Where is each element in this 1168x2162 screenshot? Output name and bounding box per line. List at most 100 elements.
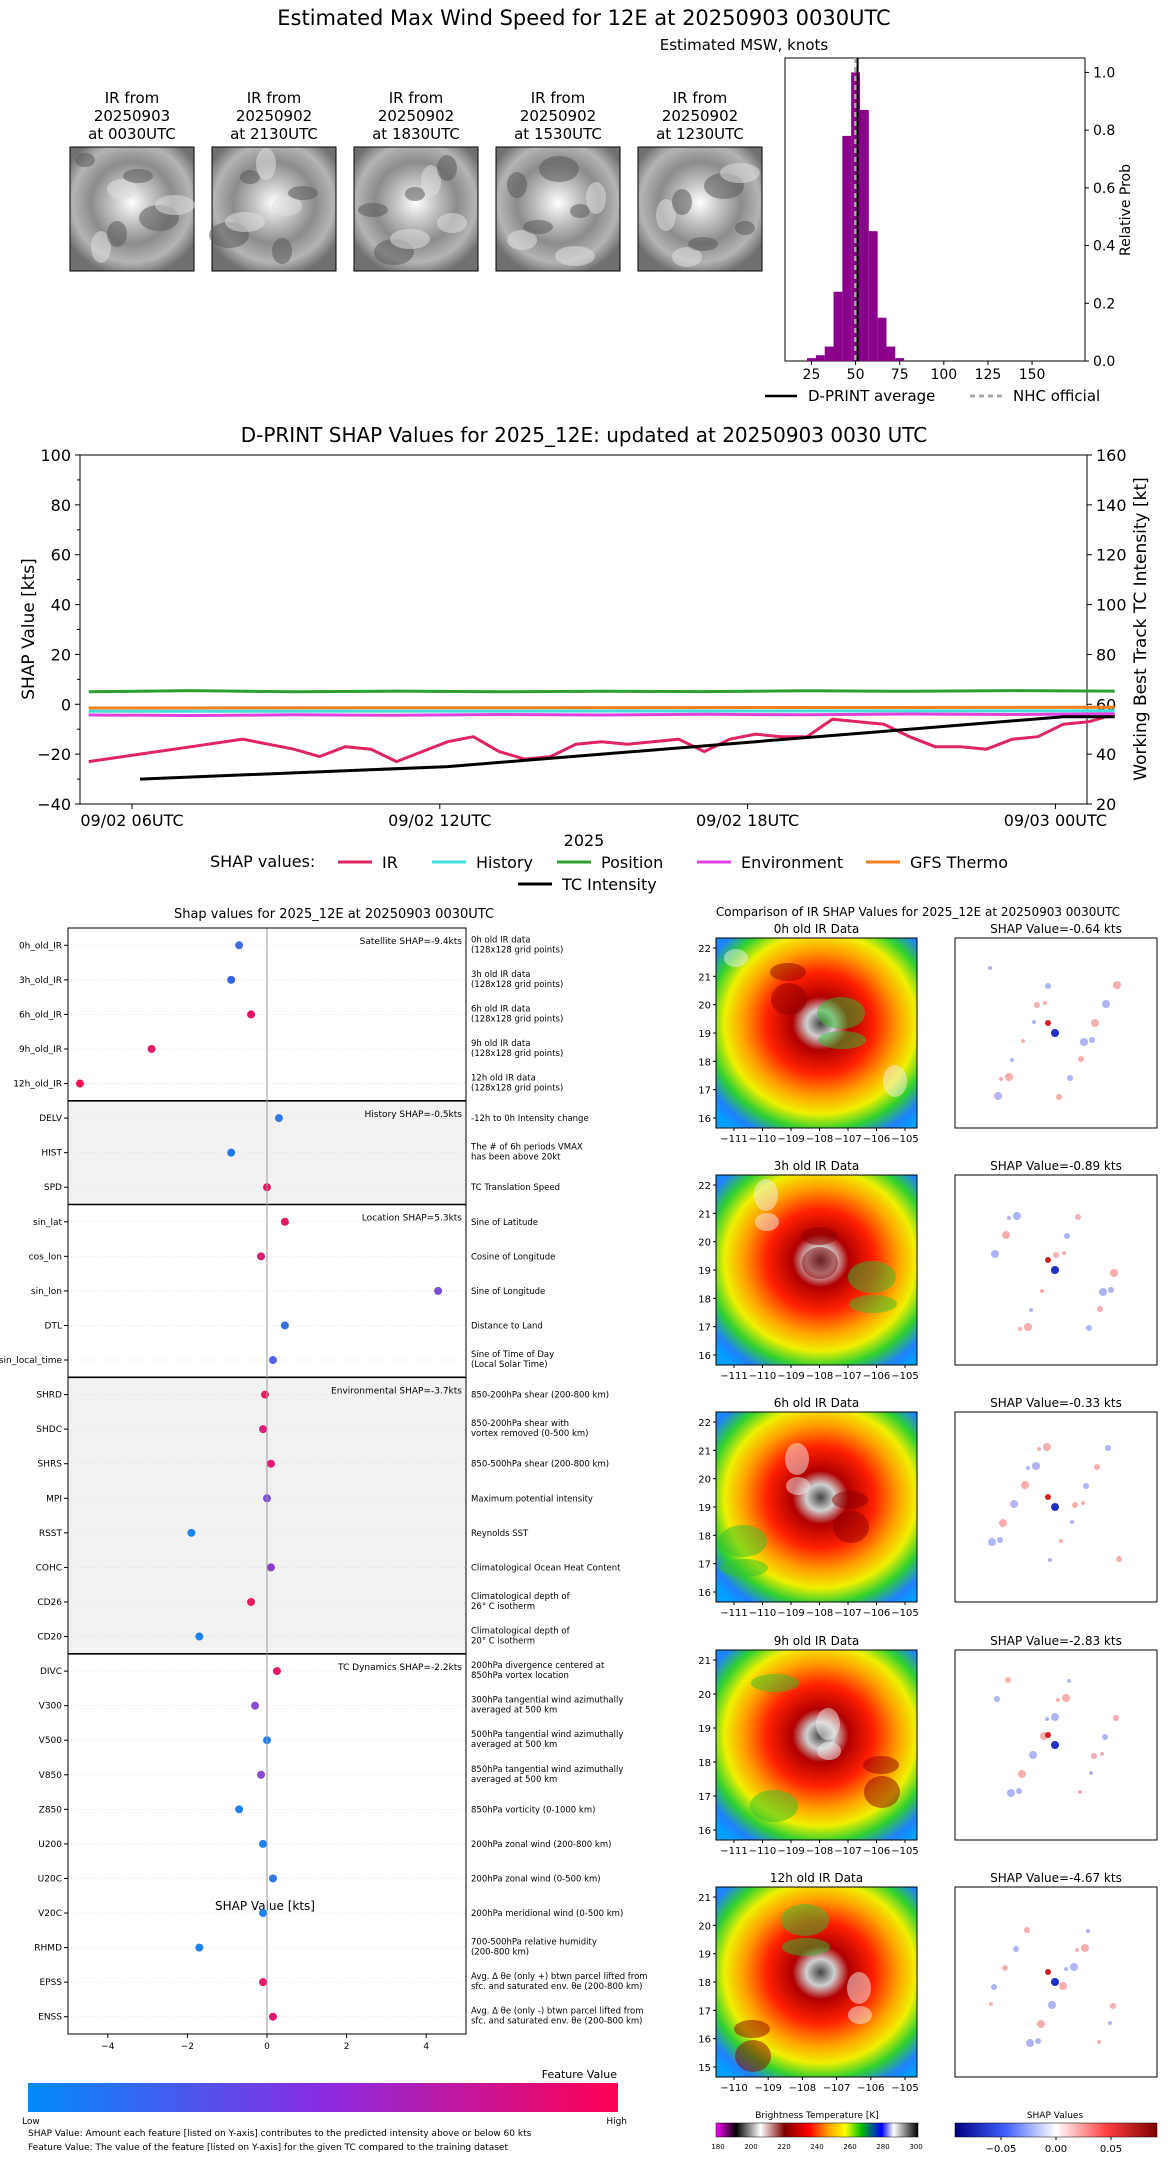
- ir-ytick-label: 16: [698, 1826, 711, 1837]
- sc-feature-description: sfc. and saturated env. θe (200-800 km): [471, 1982, 643, 1992]
- ir-ytick-label: 16: [698, 1588, 711, 1599]
- sc-feature-name: CD26: [37, 1598, 62, 1608]
- shap-speckle: [1078, 1790, 1082, 1794]
- msw-ytick-label: 0.4: [1093, 239, 1115, 255]
- shap-speckle: [1083, 1483, 1089, 1489]
- ir-panel-image: [715, 1649, 918, 1841]
- shap-core-positive: [1045, 1732, 1051, 1738]
- msw-bar: [815, 355, 825, 361]
- sc-feature-description: Avg. Δ θe (only -) btwn parcel lifted fr…: [471, 2007, 644, 2017]
- sc-feature-point: [75, 1079, 84, 1088]
- ir-ytick-label: 22: [698, 944, 711, 955]
- sc-feature-name: 9h_old_IR: [19, 1045, 62, 1055]
- shap-speckle: [1024, 1323, 1032, 1331]
- shap-speckle: [1097, 2040, 1101, 2044]
- shap-speckle: [1067, 1679, 1071, 1683]
- shap-speckle: [989, 2002, 993, 2006]
- ts-series-line: [88, 689, 1115, 694]
- sc-feature-description: sfc. and saturated env. θe (200-800 km): [471, 2017, 643, 2027]
- ts-ytick-right-label: 160: [1096, 446, 1127, 465]
- shap-speckle: [1002, 1965, 1008, 1971]
- sc-feature-name: V850: [39, 1771, 63, 1781]
- shap-panel-title: SHAP Value=-4.67 kts: [990, 1871, 1122, 1885]
- sc-xtick-label: 4: [423, 2042, 429, 2052]
- shap-speckle: [1059, 1982, 1067, 1990]
- ir-xtick-label: −111: [720, 1134, 747, 1145]
- bt-colorbar-tick-label: 180: [711, 2143, 724, 2151]
- sc-feature-point: [268, 2012, 277, 2021]
- sc-feature-description: has been above 20kt: [471, 1153, 561, 1163]
- sc-feature-description: The # of 6h periods VMAX: [470, 1143, 583, 1153]
- ir-cloud-texture: [750, 1790, 798, 1822]
- ir-ytick-label: 16: [698, 1351, 711, 1362]
- ir-xtick-label: −110: [749, 1371, 776, 1382]
- sc-feature-point: [247, 1597, 256, 1606]
- ir-ytick-label: 16: [698, 1114, 711, 1125]
- shap-speckle: [1026, 1466, 1030, 1470]
- shap-speckle: [1007, 1216, 1011, 1220]
- thumb-label-2: 20250902: [236, 107, 312, 125]
- ir-xtick-label: −107: [834, 1134, 861, 1145]
- sc-group-title: Environmental SHAP=-3.7kts: [331, 1386, 462, 1396]
- bt-colorbar-bar: [715, 2122, 919, 2138]
- ts-ytick-label: 60: [51, 546, 71, 565]
- sc-feature-description: -12h to 0h Intensity change: [471, 1114, 589, 1124]
- ir-xtick-label: −108: [806, 1371, 833, 1382]
- msw-bar: [886, 346, 896, 361]
- cloud-texture: [390, 229, 430, 249]
- sc-feature-point: [251, 1701, 260, 1710]
- legend-dprint: D-PRINT average: [808, 387, 935, 405]
- ts-ytick-right-label: 20: [1096, 795, 1116, 814]
- shap-core-negative: [1051, 1266, 1059, 1274]
- ir-xtick-label: −110: [749, 1846, 776, 1857]
- shap-speckle: [1108, 2021, 1112, 2025]
- ts-ytick-right-label: 140: [1096, 496, 1127, 515]
- sc-feature-description: 300hPa tangential wind azimuthally: [471, 1696, 623, 1706]
- shap-speckle: [1110, 2003, 1116, 2009]
- shap-speckle: [988, 1538, 996, 1546]
- cloud-texture: [421, 165, 441, 197]
- bt-colorbar-tick-label: 280: [876, 2143, 889, 2151]
- ts-legend-entry: GFS Thermo: [910, 853, 1008, 872]
- feature-colorbar: Feature Value Low High: [22, 2068, 627, 2127]
- shap-core-positive: [1045, 1020, 1051, 1026]
- sc-feature-description: Maximum potential intensity: [471, 1494, 593, 1504]
- sc-feature-description: 3h old IR data: [471, 970, 530, 980]
- sc-feature-description: 200hPa zonal wind (0-500 km): [471, 1874, 601, 1884]
- sc-feature-description: (128x128 grid points): [471, 945, 563, 955]
- shap-speckle: [1018, 1327, 1022, 1331]
- legend-nhc: NHC official: [1013, 387, 1100, 405]
- shap-speckle: [991, 1984, 997, 1990]
- ir-xtick-label: −109: [754, 2083, 781, 2094]
- msw-bar: [807, 358, 816, 361]
- sc-feature-name: 6h_old_IR: [19, 1010, 62, 1020]
- sc-feature-point: [227, 1148, 236, 1157]
- ir-ytick-label: 20: [698, 1238, 711, 1249]
- sc-feature-description: averaged at 500 km: [471, 1706, 557, 1716]
- ts-legend-entry: TC Intensity: [561, 875, 657, 894]
- sc-feature-point: [268, 1874, 277, 1883]
- shap-core-negative: [1051, 1503, 1059, 1511]
- sc-feature-name: SPD: [44, 1183, 62, 1193]
- shap-panel-title: SHAP Value=-0.33 kts: [990, 1396, 1122, 1410]
- sc-title: Shap values for 2025_12E at 20250903 003…: [174, 907, 494, 922]
- shap-colorbar-tick-label: 0.00: [1045, 2144, 1067, 2155]
- ir-cloud-texture: [751, 1674, 799, 1692]
- cloud-texture: [507, 230, 537, 250]
- sc-feature-point: [195, 1943, 204, 1952]
- ts-series-line: [88, 712, 1116, 764]
- ir-ytick-label: 21: [698, 1446, 711, 1457]
- feature-colorbar-low: Low: [22, 2117, 40, 2127]
- msw-xtick-label: 50: [847, 367, 865, 383]
- bt-colorbar-tick-label: 200: [744, 2143, 757, 2151]
- ts-legend-entry: IR: [382, 853, 398, 872]
- shap-colorbar-bar: [954, 2122, 1158, 2138]
- cloud-texture: [123, 169, 153, 183]
- ir-xtick-label: −106: [863, 1134, 890, 1145]
- shap-speckle: [1075, 1948, 1079, 1952]
- ts-xtick-label: 09/02 12UTC: [388, 811, 491, 830]
- ir-ytick-label: 17: [698, 1792, 711, 1803]
- ir-ytick-label: 20: [698, 1475, 711, 1486]
- ir-ytick-label: 19: [698, 1266, 711, 1277]
- sc-feature-description: Sine of Latitude: [471, 1218, 538, 1228]
